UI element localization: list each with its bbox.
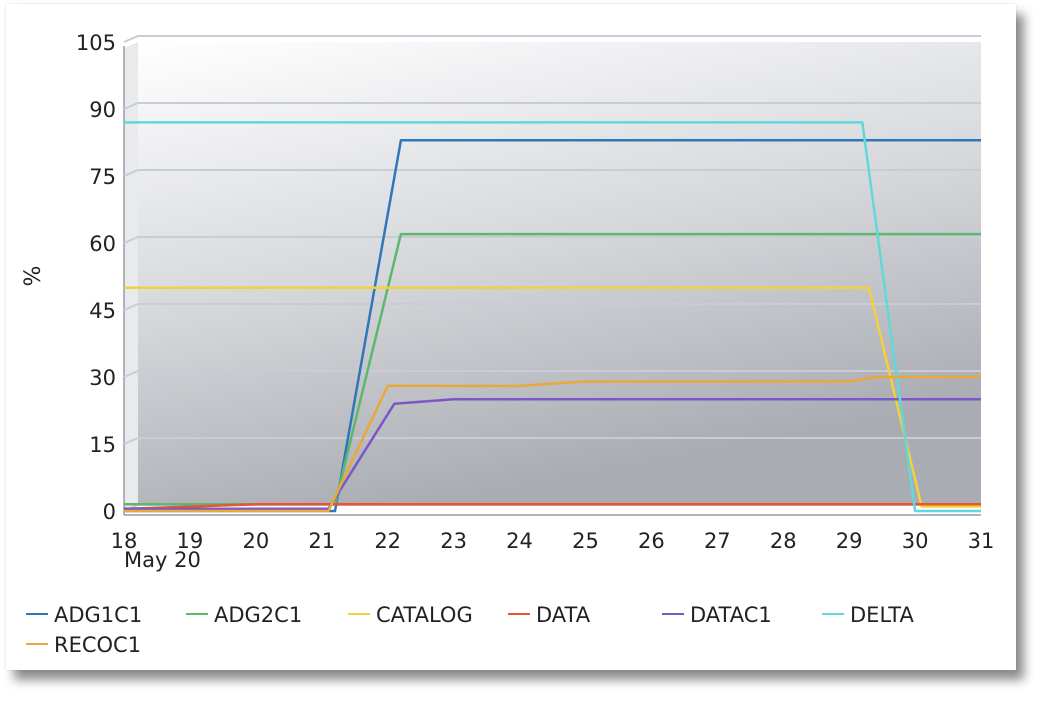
plot-area — [123, 42, 981, 516]
legend-label: RECOC1 — [54, 633, 142, 657]
x-tick-label: 28 — [770, 529, 797, 553]
series-line-datac1 — [124, 398, 981, 511]
legend-item-data[interactable]: DATA — [508, 602, 590, 628]
legend-item-datac1[interactable]: DATAC1 — [662, 602, 772, 628]
x-axis-sublabel: May 20 — [124, 548, 201, 572]
legend-swatch — [348, 613, 370, 615]
x-tick-label: 24 — [506, 529, 533, 553]
series-line-catalog — [124, 286, 981, 508]
gridline-side — [123, 169, 139, 177]
chart-card: 0 15 30 45 60 75 90 105 18 19 20 21 22 23 24 25 26 27 28 2… — [6, 4, 1016, 670]
gridline-side — [123, 437, 139, 445]
x-tick-label: 30 — [902, 529, 929, 553]
x-tick-label: 22 — [374, 529, 401, 553]
series-line-delta — [124, 121, 981, 513]
gridline-side — [123, 102, 139, 110]
legend-label: DATA — [536, 603, 591, 627]
y-axis-label: % — [21, 266, 46, 287]
legend-label: DATAC1 — [690, 603, 772, 627]
legend-item-recoc1[interactable]: RECOC1 — [26, 632, 141, 658]
x-tick-label: 25 — [572, 529, 599, 553]
legend-label: CATALOG — [376, 603, 473, 627]
gridline-side — [123, 303, 139, 311]
y-tick-label: 15 — [89, 433, 116, 457]
x-tick-label: 20 — [242, 529, 269, 553]
series-lines — [123, 121, 981, 513]
y-tick-label: 45 — [89, 299, 116, 323]
legend-item-delta[interactable]: DELTA — [822, 602, 914, 628]
legend-label: DELTA — [850, 603, 914, 627]
plot-back-wall — [138, 42, 981, 505]
gridline-side — [123, 236, 139, 244]
series-line-recoc1 — [124, 375, 981, 513]
plot-side-wall — [124, 42, 138, 511]
y-tick-label: 60 — [89, 232, 116, 256]
legend-item-adg1c1[interactable]: ADG1C1 — [26, 602, 142, 628]
legend-label: ADG1C1 — [54, 603, 143, 627]
legend-swatch — [26, 643, 48, 645]
legend-swatch — [508, 613, 530, 615]
gridline-side — [123, 370, 139, 378]
y-tick-label: 105 — [76, 31, 116, 55]
x-tick-label: 31 — [968, 529, 995, 553]
x-tick-label: 23 — [440, 529, 467, 553]
series-line-data — [123, 503, 981, 511]
y-tick-label: 30 — [89, 366, 116, 390]
gridline-side — [123, 35, 139, 43]
y-tick-label: 0 — [103, 500, 116, 524]
x-tick-label: 19 — [177, 529, 204, 553]
x-tick-label: 26 — [638, 529, 665, 553]
x-tick-label: 29 — [836, 529, 863, 553]
legend-swatch — [662, 613, 684, 615]
legend-swatch — [186, 613, 208, 615]
x-tick-label: 18 — [111, 529, 138, 553]
legend-item-adg2c1[interactable]: ADG2C1 — [186, 602, 302, 628]
y-axis-ticks: 0 15 30 45 60 75 90 105 — [76, 31, 116, 524]
x-tick-label: 27 — [704, 529, 731, 553]
legend-label: ADG2C1 — [214, 603, 303, 627]
x-axis-ticks: 18 19 20 21 22 23 24 25 26 27 28 29 30 31 — [111, 529, 995, 553]
y-tick-label: 75 — [89, 165, 116, 189]
legend-swatch — [26, 613, 48, 615]
line-chart: 0 15 30 45 60 75 90 105 18 19 20 21 22 23 24 25 26 27 28 2… — [21, 31, 995, 572]
legend-swatch — [822, 613, 844, 615]
y-tick-label: 90 — [89, 98, 116, 122]
x-tick-label: 21 — [308, 529, 335, 553]
legend-item-catalog[interactable]: CATALOG — [348, 602, 473, 628]
